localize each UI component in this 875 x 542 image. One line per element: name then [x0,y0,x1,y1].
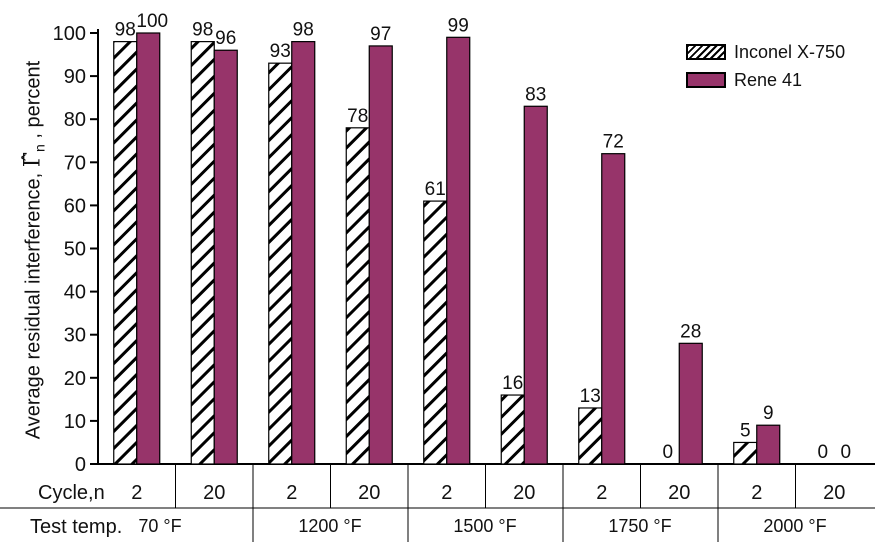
data-label-inconel: 13 [580,386,601,407]
data-label-rene: 98 [293,20,314,41]
data-label-rene: 100 [136,11,168,32]
data-label-inconel: 93 [270,41,291,62]
temp-row-label: Test temp. [30,516,123,538]
data-label-rene: 72 [603,132,624,153]
data-label-rene: 28 [680,321,701,342]
cycle-row-label: Cycle,n [38,482,105,504]
data-label-inconel: 98 [192,20,213,41]
legend-swatch-inconel [686,44,726,60]
y-tick-label: 40 [64,282,86,304]
legend: Inconel X-750 Rene 41 [686,38,845,94]
y-tick-label: 50 [64,239,86,261]
bar-inconel [423,200,448,465]
bar-inconel [268,62,293,465]
data-label-rene: 99 [448,15,469,36]
data-label-rene: 9 [763,403,774,424]
bar-rene [756,424,781,465]
data-label-rene: 96 [215,28,236,49]
temperature-label: 70 °F [138,516,182,536]
cycle-label: 20 [358,482,381,504]
bar-inconel [500,394,525,465]
cycle-label: 2 [131,482,143,504]
temperature-label: 1500 °F [453,516,517,536]
gamma-subscript: n [31,144,48,152]
y-tick-label: 30 [64,325,86,347]
y-tick-label: 90 [64,66,86,88]
legend-item-inconel: Inconel X-750 [686,38,845,66]
legend-swatch-rene [686,72,726,88]
bar-rene [213,49,238,465]
data-label-inconel: 78 [347,106,368,127]
data-label-inconel: 0 [817,442,828,463]
cycle-label: 20 [513,482,536,504]
bar-inconel [578,407,603,465]
data-label-inconel: 16 [502,373,523,394]
legend-item-rene: Rene 41 [686,66,845,94]
cycle-label: 20 [823,482,846,504]
bar-inconel [345,127,370,465]
bar-rene [601,153,626,465]
data-label-inconel: 5 [740,420,751,441]
y-tick-label: 0 [75,454,86,476]
temperature-label: 2000 °F [763,516,827,536]
bar-inconel [113,41,138,465]
data-label-rene: 97 [370,24,391,45]
temperature-label: 1750 °F [608,516,672,536]
bars [113,32,781,465]
y-tick-label: 60 [64,195,86,217]
cycle-label: 20 [203,482,226,504]
legend-label-inconel: Inconel X-750 [734,41,846,62]
table-lines [0,464,875,542]
y-axis-label-prefix: Average residual interference, [22,172,45,440]
y-tick-label: 80 [64,109,86,131]
temperature-label: 1200 °F [298,516,362,536]
cycle-label: 2 [596,482,608,504]
y-axis-label-suffix: , percent [22,60,45,139]
legend-label-rene: Rene 41 [734,69,803,90]
y-tick-label: 100 [53,23,86,45]
bar-inconel [190,41,215,465]
bar-inconel [733,441,758,465]
y-axis-label: Average residual interference, Γ̂n , per… [21,61,48,439]
cycle-label: 20 [668,482,691,504]
bar-rene [523,105,548,465]
bar-rene [678,342,703,465]
data-label-inconel: 61 [425,179,446,200]
bar-rene [291,41,316,465]
data-label-rene: 0 [840,442,851,463]
data-label-inconel: 0 [662,442,673,463]
bar-rene [368,45,393,465]
cycle-label: 2 [751,482,763,504]
data-label-inconel: 98 [115,20,136,41]
y-tick-label: 70 [64,152,86,174]
cycle-label: 2 [286,482,298,504]
cycle-label: 2 [441,482,453,504]
bar-rene [136,32,161,465]
y-tick-label: 20 [64,368,86,390]
bar-rene [446,36,471,465]
gamma-symbol: Γ̂ [20,151,46,168]
y-tick-label: 10 [64,411,86,433]
data-label-rene: 83 [525,84,546,105]
